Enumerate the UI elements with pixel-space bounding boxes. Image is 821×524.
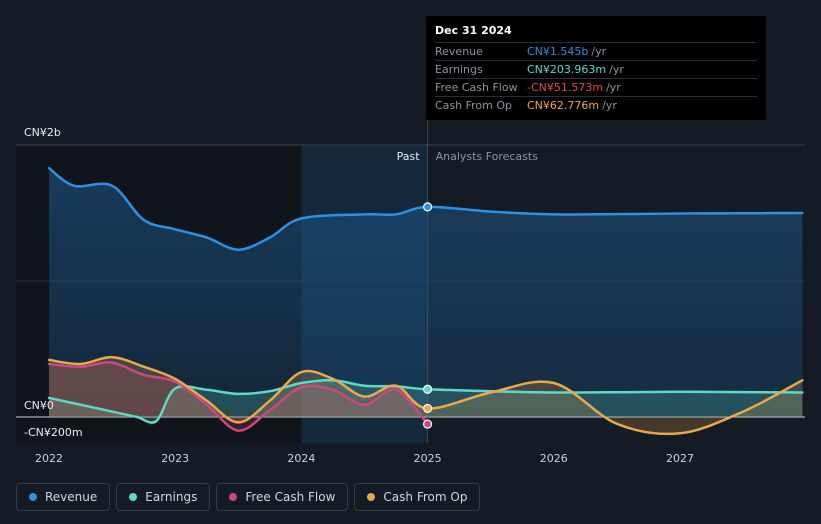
tooltip-row-unit: /yr [591, 45, 607, 58]
tooltip: Dec 31 2024 Revenue CN¥1.545b/yr Earnings C… [426, 16, 766, 120]
earnings-point [423, 384, 433, 394]
legend-label: Revenue [45, 490, 98, 504]
tooltip-row-value: -CN¥51.573m [527, 81, 604, 94]
revenue-line [47, 166, 804, 251]
tooltip-row: Cash From Op CN¥62.776m/yr [435, 96, 757, 114]
x-tick-2026: 2026 [540, 452, 568, 465]
legend-item-earnings[interactable]: Earnings [116, 483, 211, 511]
x-tick-2023: 2023 [161, 452, 189, 465]
past-label: Past [397, 150, 421, 163]
tooltip-row-value: CN¥62.776m [527, 99, 600, 112]
tooltip-row-value: CN¥1.545b [527, 45, 589, 58]
cash-from-op-line [47, 355, 804, 436]
legend-label: Free Cash Flow [245, 490, 336, 504]
tooltip-row-value: CN¥203.963m [527, 63, 607, 76]
legend-label: Cash From Op [383, 490, 468, 504]
x-tick-2027: 2027 [666, 452, 694, 465]
legend-dot-icon [129, 493, 138, 501]
legend-dot-icon [367, 493, 376, 501]
free-cash-flow-area [49, 362, 428, 431]
legend: Revenue Earnings Free Cash Flow Cash From O… [16, 483, 481, 511]
tooltip-row: Revenue CN¥1.545b/yr [435, 42, 757, 60]
x-tick-2022: 2022 [35, 452, 63, 465]
cash-from-op-area [49, 357, 803, 434]
x-tick-2025: 2025 [414, 452, 442, 465]
tooltip-row-label: Cash From Op [435, 99, 513, 112]
legend-item-free-cash-flow[interactable]: Free Cash Flow [216, 483, 349, 511]
forecast-label: Analysts Forecasts [436, 150, 539, 163]
legend-label: Earnings [145, 490, 198, 504]
earnings-area [49, 380, 803, 423]
legend-dot-icon [29, 493, 37, 501]
cash-from-op-point [423, 403, 433, 414]
tooltip-row: Earnings CN¥203.963m/yr [435, 60, 757, 78]
tooltip-row-unit: /yr [602, 99, 617, 112]
revenue-point [423, 202, 433, 212]
tooltip-row: Free Cash Flow -CN¥51.573m/yr [435, 78, 757, 96]
legend-item-revenue[interactable]: Revenue [16, 483, 111, 511]
legend-item-cash-from-op[interactable]: Cash From Op [354, 483, 481, 511]
y-label-bottom: -CN¥200m [24, 426, 83, 439]
free-cash-flow-line [47, 361, 429, 432]
tooltip-row-label: Revenue [435, 45, 483, 58]
y-label-top: CN¥2b [24, 126, 61, 139]
tooltip-date: Dec 31 2024 [435, 24, 512, 37]
earnings-line [47, 378, 804, 424]
y-label-zero: CN¥0 [24, 399, 54, 412]
free-cash-flow-point [423, 419, 433, 429]
tooltip-row-unit: /yr [606, 81, 621, 94]
tooltip-row-label: Earnings [435, 63, 483, 76]
revenue-area [49, 168, 803, 417]
legend-dot-icon [229, 493, 238, 501]
tooltip-row-unit: /yr [609, 63, 624, 76]
x-tick-2024: 2024 [287, 452, 315, 465]
tooltip-row-label: Free Cash Flow [435, 81, 518, 94]
